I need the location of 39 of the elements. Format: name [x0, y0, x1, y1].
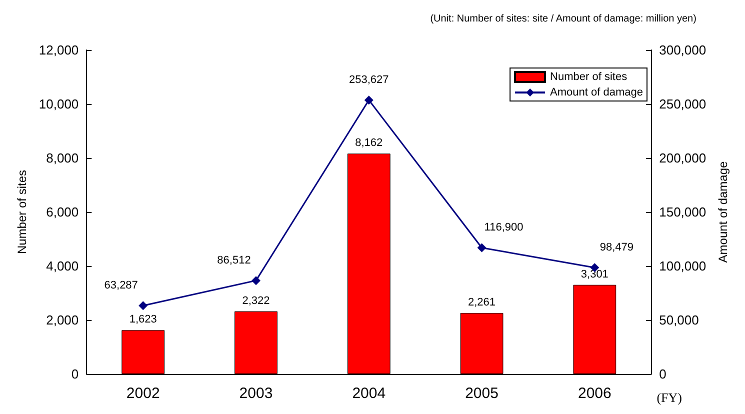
- data-label: 63,287: [104, 280, 138, 292]
- data-label: 86,512: [217, 254, 251, 267]
- y2-tick-label: 300,000: [659, 42, 706, 58]
- point: [138, 301, 148, 310]
- y-tick-label: 8,000: [46, 150, 79, 166]
- y-tick-label: 10,000: [38, 96, 79, 112]
- y2-tick-label: 0: [659, 366, 666, 382]
- data-label: 1,623: [129, 314, 157, 326]
- y-tick-label: 0: [71, 366, 79, 382]
- y2-tick-label: 50,000: [659, 312, 699, 328]
- x-tick-label: 2005: [465, 385, 498, 402]
- y-tick-label: 12,000: [38, 42, 79, 58]
- legend-label: Number of sites: [550, 71, 628, 83]
- data-label: 116,900: [484, 222, 524, 234]
- x-axis-title: (FY): [656, 390, 682, 405]
- x-tick-label: 2003: [239, 385, 273, 402]
- y2-tick-label: 200,000: [659, 150, 706, 166]
- legend-label: Amount of damage: [550, 86, 644, 98]
- data-label: 253,627: [349, 74, 389, 86]
- x-tick-label: 2002: [126, 385, 160, 402]
- y2-tick-label: 250,000: [659, 96, 706, 112]
- y-tick-label: 6,000: [46, 204, 79, 220]
- y2-tick-label: 150,000: [659, 204, 706, 220]
- point: [477, 243, 486, 252]
- text: (Unit: Number of sites: site / Amount of damage: million yen): [430, 14, 696, 24]
- y2-tick-label: 100,000: [659, 258, 706, 274]
- data-label: 2,261: [468, 296, 496, 308]
- y2-axis-title: Amount of damage: [716, 160, 730, 263]
- y-tick-label: 2,000: [46, 312, 79, 328]
- data-label: 3,301: [580, 268, 608, 280]
- y-tick-label: 4,000: [46, 258, 79, 274]
- point: [251, 276, 260, 286]
- x-tick-label: 2004: [352, 385, 386, 402]
- y-axis-title: Number of sites: [15, 170, 29, 254]
- point: [364, 96, 374, 105]
- x-tick-label: 2006: [578, 385, 612, 402]
- data-label: 98,479: [600, 242, 634, 254]
- data-label: 2,322: [242, 294, 270, 307]
- data-label: 8,162: [355, 137, 383, 150]
